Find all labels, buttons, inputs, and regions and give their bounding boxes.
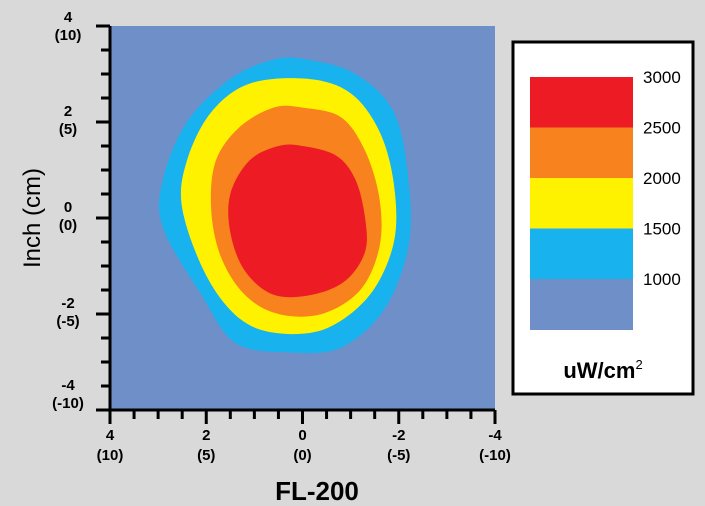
legend-tick-label: 1000 — [643, 270, 681, 289]
legend-swatches — [530, 77, 633, 330]
x-axis-ticks: 4 (10) 2 (5) 0 (0) -2 (-5) -4 (-10) — [97, 410, 511, 464]
x-tick-sublabel: (0) — [293, 447, 311, 464]
x-tick-label: 0 — [298, 427, 306, 444]
y-tick-label: 4 — [64, 9, 73, 26]
y-tick-label: 0 — [64, 199, 72, 216]
y-tick-sublabel: (10) — [55, 27, 82, 44]
y-tick-sublabel: (-5) — [56, 313, 79, 330]
y-tick-sublabel: (5) — [59, 121, 77, 138]
legend-unit: uW/cm2 — [563, 357, 642, 383]
legend-swatch-1500-2000 — [530, 178, 633, 229]
contour-layers — [158, 57, 411, 354]
legend-swatch-2500-3000 — [530, 77, 633, 128]
x-tick-sublabel: (10) — [97, 447, 124, 464]
y-tick-label: -2 — [61, 295, 74, 312]
x-tick-label: -2 — [392, 427, 405, 444]
legend: 3000 2500 2000 1500 1000 uW/cm2 — [511, 40, 695, 396]
legend-swatch-1000-1500 — [530, 228, 633, 280]
y-axis-ticks: 4(10) 2(5) 0(0) -2(-5) -4(-10) — [52, 9, 110, 412]
y-tick-label: -4 — [61, 377, 75, 394]
x-tick-sublabel: (5) — [197, 447, 215, 464]
legend-tick-label: 2000 — [643, 169, 681, 188]
legend-tick-label: 3000 — [643, 68, 681, 87]
x-axis-label: FL-200 — [275, 476, 359, 506]
x-tick-label: 4 — [106, 427, 115, 444]
y-axis-label: Inch (cm) — [19, 168, 46, 268]
legend-unit-superscript: 2 — [635, 357, 642, 372]
x-tick-label: 2 — [202, 427, 210, 444]
y-tick-sublabel: (-10) — [52, 395, 84, 412]
legend-swatch-0-1000 — [530, 279, 633, 330]
y-tick-sublabel: (0) — [59, 217, 77, 234]
legend-swatch-2000-2500 — [530, 127, 633, 179]
legend-labels: 3000 2500 2000 1500 1000 — [643, 68, 681, 289]
legend-unit-base: uW/cm — [563, 358, 635, 383]
y-tick-label: 2 — [64, 103, 72, 120]
x-tick-label: -4 — [488, 427, 502, 444]
x-tick-sublabel: (-10) — [479, 447, 511, 464]
x-tick-sublabel: (-5) — [387, 447, 410, 464]
legend-tick-label: 1500 — [643, 220, 681, 239]
contour-2500 — [228, 144, 367, 298]
legend-tick-label: 2500 — [643, 119, 681, 138]
